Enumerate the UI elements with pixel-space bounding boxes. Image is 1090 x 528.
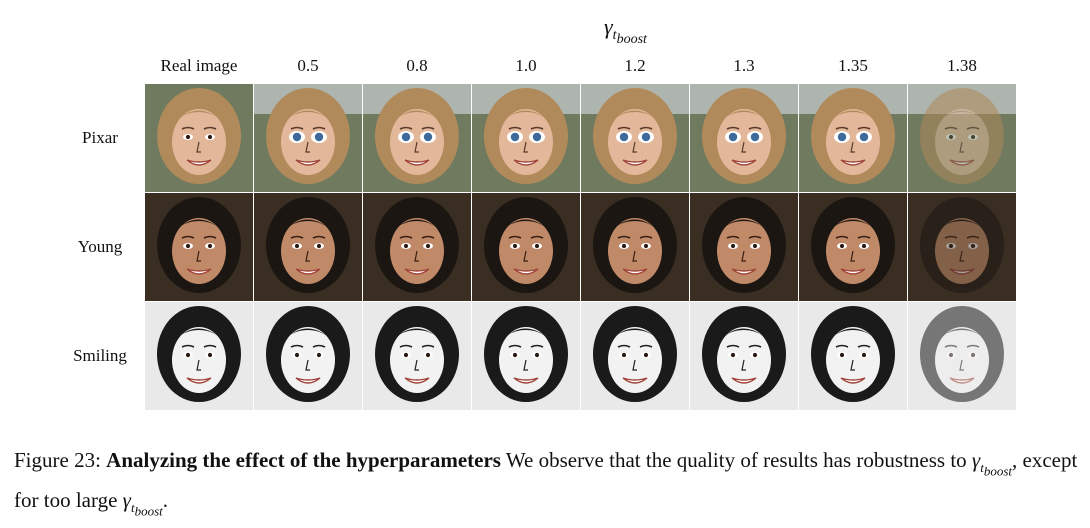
column-label: 0.8 <box>406 56 428 75</box>
face-image <box>363 302 471 410</box>
face-image <box>145 302 253 410</box>
face-image <box>363 193 471 301</box>
face-image <box>690 193 798 301</box>
figure-caption: Figure 23: Analyzing the effect of the h… <box>14 446 1080 526</box>
caption-text-1: We observe that the quality of results h… <box>505 448 967 472</box>
face-image <box>145 193 253 301</box>
caption-text-3: . <box>162 487 168 512</box>
face-image <box>799 193 907 301</box>
gamma-axis-title: γtboost <box>604 14 647 48</box>
row-label: Smiling <box>73 346 127 365</box>
face-image <box>908 302 1016 410</box>
row-label: Pixar <box>82 128 118 147</box>
face-image <box>690 302 798 410</box>
caption-prefix: Figure 23: <box>14 448 101 472</box>
image-grid <box>145 84 1017 412</box>
face-image <box>799 84 907 192</box>
face-image <box>145 84 253 192</box>
face-image <box>254 302 362 410</box>
face-image <box>581 302 689 410</box>
caption-text-2: , except for too large <box>14 448 1078 512</box>
column-label: 1.2 <box>624 56 646 75</box>
face-image <box>908 193 1016 301</box>
column-label: Real image <box>160 56 238 75</box>
face-image <box>799 302 907 410</box>
face-image <box>254 193 362 301</box>
face-image <box>581 193 689 301</box>
column-label: 0.5 <box>297 56 319 75</box>
face-image <box>908 84 1016 192</box>
face-image <box>581 84 689 192</box>
face-image <box>363 84 471 192</box>
row-label: Young <box>77 237 123 256</box>
column-label: 1.35 <box>838 56 868 75</box>
caption-symbol-1: γtboost <box>971 448 1012 479</box>
face-image <box>472 302 580 410</box>
column-label: 1.3 <box>733 56 755 75</box>
caption-symbol-2: γtboost <box>122 487 163 519</box>
column-label: 1.0 <box>515 56 537 75</box>
face-image <box>254 84 362 192</box>
face-image <box>690 84 798 192</box>
caption-bold: Analyzing the effect of the hyperparamet… <box>106 448 501 472</box>
face-image <box>472 193 580 301</box>
column-label: 1.38 <box>947 56 977 75</box>
face-image <box>472 84 580 192</box>
